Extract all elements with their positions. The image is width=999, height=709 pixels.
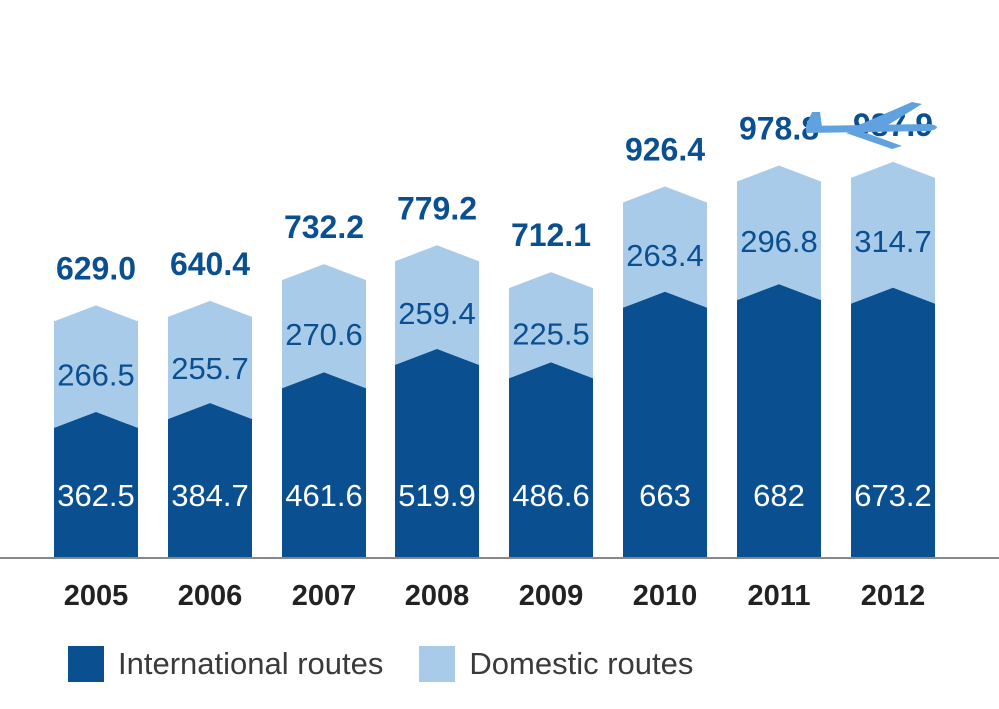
legend: International routes Domestic routes (68, 646, 729, 682)
data-label-international-2011: 682 (753, 478, 805, 513)
x-tick-label-2007: 2007 (292, 580, 357, 612)
bar-international-2007 (282, 372, 366, 557)
data-label-domestic-2009: 225.5 (512, 316, 590, 351)
data-label-international-2012: 673.2 (854, 478, 932, 513)
data-label-international-2010: 663 (639, 478, 691, 513)
data-label-domestic-2008: 259.4 (398, 296, 476, 331)
x-tick-label-2011: 2011 (748, 580, 811, 612)
data-label-domestic-2005: 266.5 (57, 358, 135, 393)
bar-international-2010 (623, 291, 707, 557)
x-tick-label-2005: 2005 (64, 580, 129, 612)
data-label-total-2011: 978.8 (739, 110, 819, 146)
legend-swatch-domestic (419, 646, 456, 682)
data-label-international-2005: 362.5 (57, 478, 135, 513)
data-label-domestic-2012: 314.7 (854, 224, 932, 259)
data-label-international-2008: 519.9 (398, 478, 476, 513)
x-tick-label-2010: 2010 (633, 580, 698, 612)
bar-international-2012 (851, 287, 935, 557)
x-tick-label-2009: 2009 (519, 580, 584, 612)
data-label-total-2010: 926.4 (625, 131, 705, 167)
data-label-total-2006: 640.4 (170, 246, 250, 282)
data-label-international-2007: 461.6 (285, 478, 363, 513)
bar-international-2005 (54, 412, 138, 557)
bar-international-2006 (168, 403, 252, 557)
data-label-international-2009: 486.6 (512, 478, 590, 513)
data-label-international-2006: 384.7 (171, 478, 249, 513)
x-tick-label-2008: 2008 (405, 580, 470, 612)
data-label-total-2005: 629.0 (56, 250, 136, 286)
data-label-total-2007: 732.2 (284, 209, 364, 245)
x-tick-label-2006: 2006 (178, 580, 243, 612)
data-label-domestic-2011: 296.8 (740, 224, 818, 259)
airplane-icon (806, 102, 937, 149)
data-label-total-2008: 779.2 (397, 190, 477, 226)
legend-item-domestic: Domestic routes (419, 646, 693, 682)
bar-international-2008 (395, 349, 479, 557)
bar-international-2011 (737, 284, 821, 557)
legend-label-international: International routes (118, 646, 384, 681)
legend-swatch-international (68, 646, 104, 682)
x-tick-label-2012: 2012 (861, 580, 926, 612)
data-label-domestic-2007: 270.6 (285, 317, 363, 352)
legend-item-international: International routes (68, 646, 383, 682)
data-label-domestic-2006: 255.7 (171, 351, 249, 386)
legend-label-domestic: Domestic routes (469, 646, 694, 681)
data-label-total-2009: 712.1 (511, 217, 591, 253)
data-label-domestic-2010: 263.4 (626, 238, 704, 273)
bar-international-2009 (509, 362, 593, 557)
